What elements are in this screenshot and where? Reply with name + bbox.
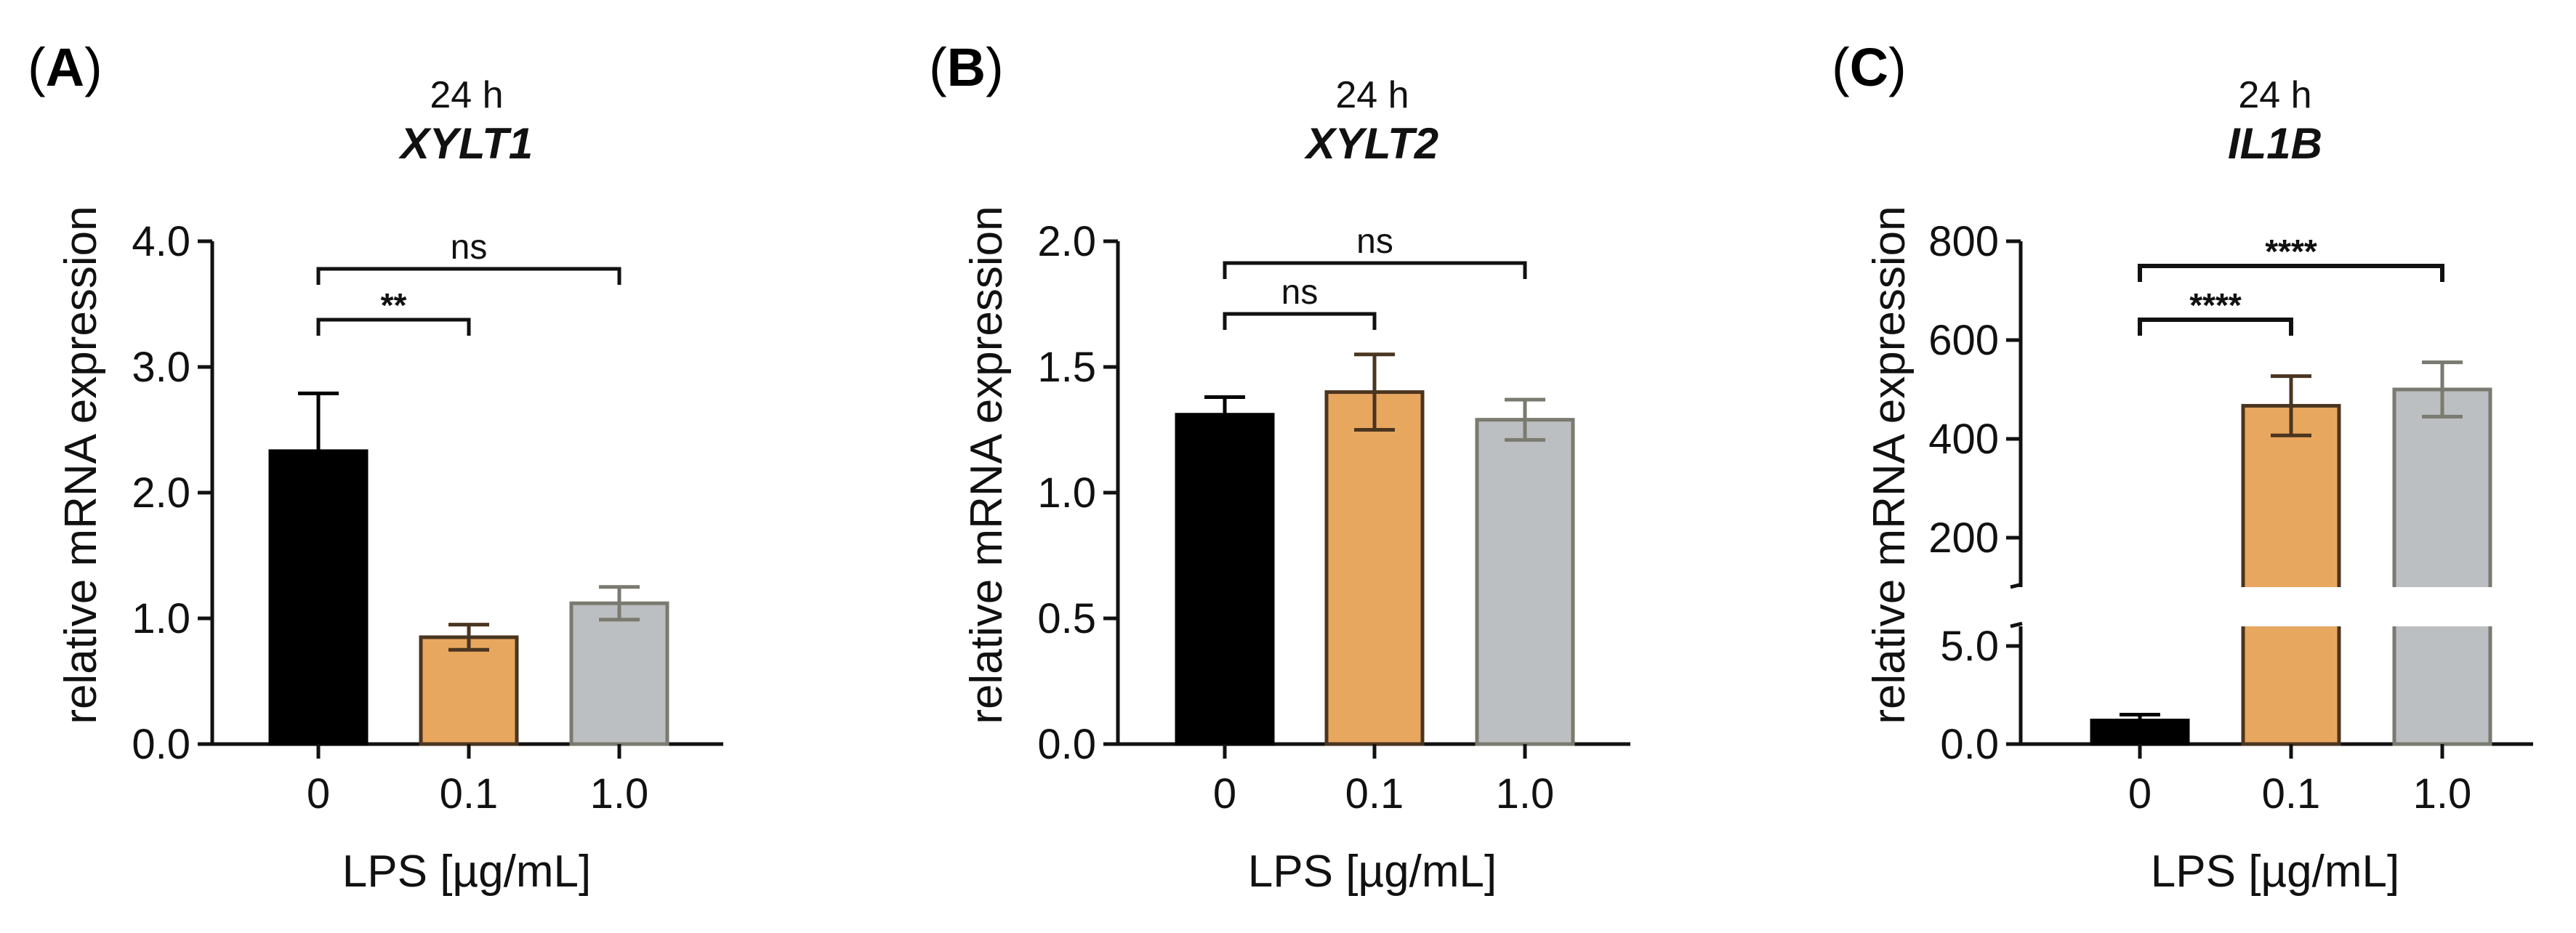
panel-a-title: XYLT1 [398, 119, 533, 168]
y-tick-label: 4.0 [132, 218, 190, 265]
x-tick-label-0: 0 [307, 770, 330, 817]
bar-1 [1324, 390, 1425, 746]
x-tick-label-2: 1.0 [2413, 770, 2472, 817]
y-upper-tick-label: 200 [1928, 514, 1999, 562]
y-tick-label: 1.0 [132, 595, 190, 642]
x-tick-label-1: 0.1 [1345, 770, 1404, 817]
x-tick-label-0: 0 [2128, 770, 2152, 817]
x-tick-label-2: 1.0 [1496, 770, 1555, 817]
y-tick-label: 0.0 [132, 721, 190, 768]
panel-c: (C) 24 h IL1B relative mRNA expression L… [1832, 37, 2533, 897]
bar-1 [2241, 403, 2341, 746]
axis-break-mark-bottom [2010, 621, 2023, 629]
significance-bracket-0 [1223, 312, 1377, 330]
panel-b-xlabel: LPS [µg/mL] [1248, 847, 1497, 897]
axis-break-mark-top [2010, 582, 2023, 589]
significance-bracket-1 [1223, 261, 1527, 279]
significance-bracket-1 [2138, 264, 2444, 282]
y-tick-label: 0.5 [1037, 595, 1096, 642]
x-tick-label-1: 0.1 [2262, 770, 2321, 817]
panel-a: (A) 24 h XYLT1 relative mRNA expression … [28, 37, 723, 897]
significance-label-0: ns [1281, 273, 1319, 312]
y-upper-tick-label: 800 [1928, 218, 1999, 265]
y-tick-label: 1.0 [1037, 469, 1096, 517]
y-upper-tick-label: 600 [1928, 317, 1999, 364]
axis-break-gap [2013, 587, 2533, 626]
significance-bracket-0 [316, 318, 471, 336]
y-tick-label: 2.0 [132, 469, 190, 517]
y-tick-label: 2.0 [1037, 218, 1096, 265]
significance-label-1: **** [2265, 233, 2317, 270]
panel-c-title: IL1B [2228, 119, 2322, 168]
panel-c-letter: (C) [1832, 37, 1907, 97]
significance-label-0: **** [2189, 286, 2242, 324]
y-lower-tick-label: 5.0 [1940, 623, 1999, 670]
panel-b-condition: 24 h [1335, 74, 1409, 116]
y-lower-tick-label: 0.0 [1940, 721, 1999, 768]
panel-c-plot: 0.0 5.0 200 400 600 800 0 0.1 1.0 **** **** [1928, 218, 2533, 817]
bar-0 [1175, 413, 1275, 746]
x-tick-label-0: 0 [1213, 770, 1236, 817]
panel-a-condition: 24 h [430, 74, 503, 116]
x-tick-label-2: 1.0 [590, 770, 649, 817]
panel-b-title: XYLT2 [1304, 119, 1438, 168]
bar-0 [2090, 719, 2190, 746]
bar-0 [268, 449, 369, 746]
significance-label-0: ** [381, 286, 407, 324]
bar-1 [419, 635, 519, 746]
significance-bracket-1 [316, 267, 621, 285]
y-tick-label: 1.5 [1037, 344, 1096, 391]
panel-a-xlabel: LPS [µg/mL] [342, 847, 591, 897]
y-upper-tick-label: 400 [1928, 416, 1999, 463]
y-tick-label: 0.0 [1037, 721, 1096, 768]
panel-a-letter: (A) [28, 37, 102, 97]
panel-c-ylabel: relative mRNA expression [1864, 206, 1915, 724]
significance-bracket-0 [2138, 318, 2293, 336]
x-tick-label-1: 0.1 [440, 770, 499, 817]
panel-a-ylabel: relative mRNA expression [56, 206, 106, 724]
panel-b-ylabel: relative mRNA expression [962, 206, 1012, 724]
significance-label-1: ns [1356, 222, 1393, 261]
bar-2 [2392, 387, 2492, 746]
y-tick-label: 3.0 [132, 344, 190, 391]
panel-b: (B) 24 h XYLT2 relative mRNA expression … [929, 37, 1630, 897]
panel-b-letter: (B) [929, 37, 1004, 97]
bar-2 [1475, 418, 1575, 746]
panel-c-condition: 24 h [2238, 74, 2311, 116]
panel-a-plot: 0.0 1.0 2.0 3.0 4.0 0 0.1 1.0 ** ns [132, 218, 723, 817]
panel-c-xlabel: LPS [µg/mL] [2151, 847, 2399, 897]
significance-label-1: ns [451, 228, 488, 267]
bar-2 [569, 601, 669, 746]
